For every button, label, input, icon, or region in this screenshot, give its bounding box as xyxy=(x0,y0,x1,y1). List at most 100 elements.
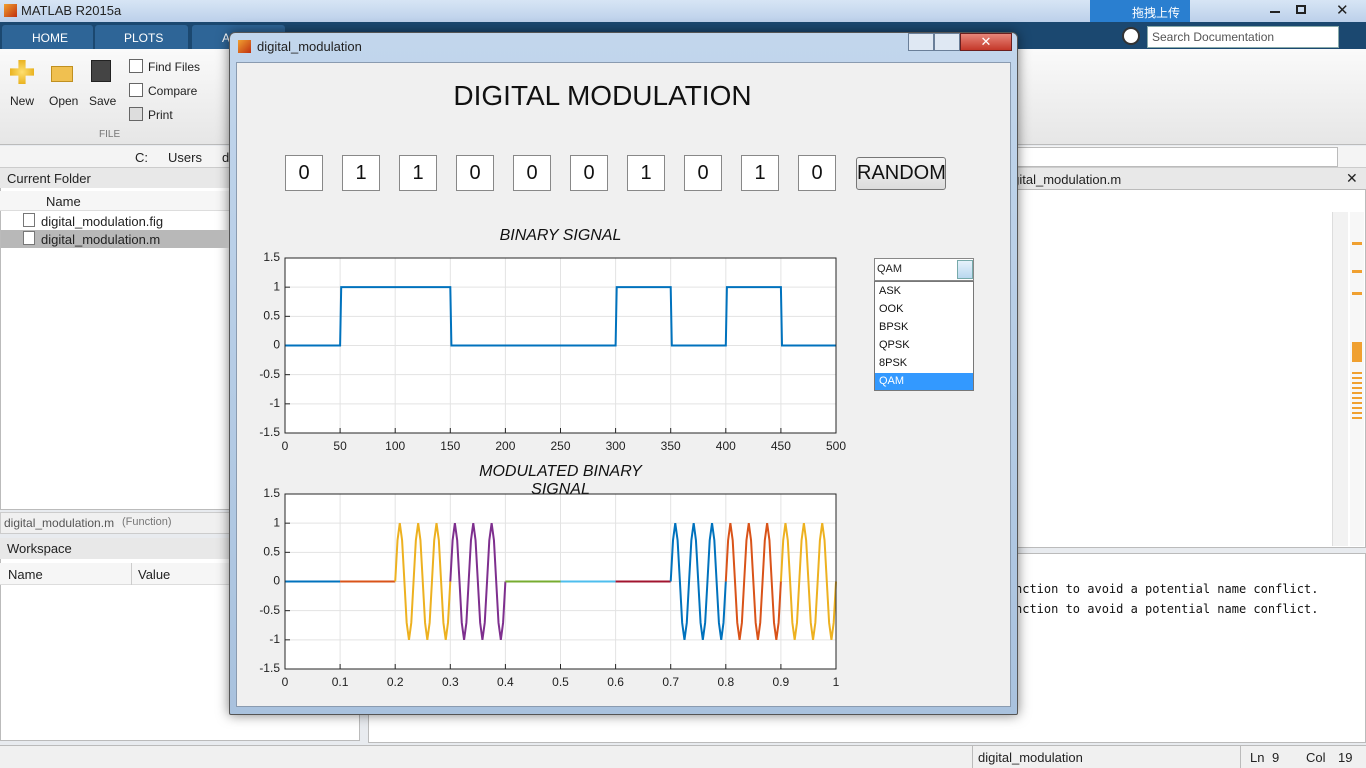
status-divider xyxy=(972,746,973,768)
command-line: nction to avoid a potential name conflic… xyxy=(1015,602,1319,616)
open-icon[interactable] xyxy=(51,66,73,82)
x-tick-label: 0.5 xyxy=(552,675,569,689)
path-part[interactable]: d xyxy=(222,150,230,165)
y-tick-label: 1 xyxy=(273,515,280,529)
chart-title: MODULATED BINARY xyxy=(479,463,643,480)
bit-box[interactable]: 0 xyxy=(798,155,836,191)
title-bar xyxy=(0,0,1366,22)
x-tick-label: 0 xyxy=(282,675,289,689)
random-button[interactable]: RANDOM xyxy=(856,157,946,190)
tab-label: PLOTS xyxy=(124,31,164,45)
status-bar xyxy=(0,745,1366,768)
popup-option[interactable]: 8PSK xyxy=(879,357,908,369)
series-line xyxy=(394,523,452,640)
y-tick-label: 0.5 xyxy=(263,309,280,323)
save-icon[interactable] xyxy=(91,60,111,82)
scrollbar[interactable] xyxy=(1332,212,1348,546)
upload-button[interactable] xyxy=(1090,0,1190,22)
popup-option[interactable]: QAM xyxy=(879,375,905,387)
path-part[interactable]: Users xyxy=(168,150,202,165)
y-tick-label: 0 xyxy=(273,338,280,352)
popup-option[interactable]: BPSK xyxy=(879,321,909,333)
tab-plots[interactable] xyxy=(95,25,188,49)
file-icon xyxy=(23,213,35,227)
x-tick-label: 450 xyxy=(771,439,791,453)
y-tick-label: -1.5 xyxy=(259,661,280,675)
x-tick-label: 250 xyxy=(550,439,570,453)
tab-home[interactable] xyxy=(2,25,93,49)
bit-box[interactable]: 0 xyxy=(513,155,551,191)
editor-tab[interactable]: digital_modulation.m xyxy=(1002,172,1122,187)
fig-close[interactable]: ✕ xyxy=(960,33,1012,51)
popup-option[interactable]: ASK xyxy=(879,285,902,297)
details-name: digital_modulation.m xyxy=(4,516,115,530)
x-tick-label: 500 xyxy=(826,439,846,453)
series-line xyxy=(724,523,782,640)
bit-box[interactable]: 0 xyxy=(456,155,494,191)
column-value[interactable]: Value xyxy=(138,567,171,582)
x-tick-label: 0.2 xyxy=(387,675,404,689)
y-tick-label: 1 xyxy=(273,279,280,293)
bit-box[interactable]: 1 xyxy=(627,155,665,191)
compare-icon xyxy=(129,83,143,97)
popup-list xyxy=(874,281,974,391)
column-header xyxy=(0,191,230,211)
x-tick-label: 100 xyxy=(385,439,405,453)
popup-menu[interactable] xyxy=(874,258,974,281)
x-tick-label: 400 xyxy=(716,439,736,453)
bit-box[interactable]: 0 xyxy=(570,155,608,191)
panel-title: Workspace xyxy=(7,541,72,556)
file-name[interactable]: digital_modulation.fig xyxy=(41,214,164,229)
x-tick-label: 0 xyxy=(282,439,289,453)
bit-box[interactable]: 0 xyxy=(684,155,722,191)
x-tick-label: 300 xyxy=(606,439,626,453)
search-box[interactable] xyxy=(1147,26,1339,48)
close[interactable]: ✕ xyxy=(1336,2,1349,19)
path-part[interactable]: C: xyxy=(135,150,148,165)
bit-box[interactable]: 1 xyxy=(399,155,437,191)
status-file: digital_modulation xyxy=(978,750,1083,765)
x-tick-label: 350 xyxy=(661,439,681,453)
new-label: New xyxy=(10,94,35,108)
panel-header xyxy=(0,168,230,188)
compare[interactable]: Compare xyxy=(148,84,198,98)
fig-maximize[interactable] xyxy=(934,33,960,51)
y-tick-label: 1.5 xyxy=(263,486,280,500)
figure-icon xyxy=(238,40,251,53)
y-tick-label: 0 xyxy=(273,574,280,588)
minimize[interactable] xyxy=(1270,11,1280,13)
x-tick-label: 200 xyxy=(495,439,515,453)
popup-option[interactable]: OOK xyxy=(879,303,904,315)
chart-title: BINARY SIGNAL xyxy=(500,227,622,244)
y-tick-label: -1.5 xyxy=(259,425,280,439)
x-tick-label: 0.4 xyxy=(497,675,514,689)
bit-box[interactable]: 1 xyxy=(741,155,779,191)
axes-box xyxy=(284,493,837,670)
find-files[interactable]: Find Files xyxy=(148,60,201,74)
print[interactable]: Print xyxy=(148,108,173,122)
bit-box[interactable]: 0 xyxy=(285,155,323,191)
popup-arrow[interactable] xyxy=(957,260,973,279)
series-line xyxy=(285,286,836,347)
x-tick-label: 150 xyxy=(440,439,460,453)
panel-title: Current Folder xyxy=(7,171,91,186)
series-line xyxy=(779,523,837,640)
current-folder-panel xyxy=(0,168,230,510)
bit-box[interactable]: 1 xyxy=(342,155,380,191)
popup-option[interactable]: QPSK xyxy=(879,339,910,351)
column-name[interactable]: Name xyxy=(46,194,81,209)
window-controls[interactable]: ✕ xyxy=(1262,2,1362,20)
tab-label: HOME xyxy=(32,31,68,45)
section-label: FILE xyxy=(99,129,121,140)
fig-minimize[interactable] xyxy=(908,33,934,51)
y-tick-label: 0.5 xyxy=(263,545,280,559)
close-editor[interactable]: ✕ xyxy=(1346,170,1358,186)
file-name[interactable]: digital_modulation.m xyxy=(41,232,161,247)
option-highlight xyxy=(875,373,973,390)
column-name[interactable]: Name xyxy=(8,567,43,582)
x-tick-label: 0.3 xyxy=(442,675,459,689)
help-icon[interactable] xyxy=(1122,27,1140,45)
maximize[interactable] xyxy=(1296,5,1306,14)
status-col-label: Col xyxy=(1306,750,1326,765)
x-tick-label: 0.9 xyxy=(773,675,790,689)
